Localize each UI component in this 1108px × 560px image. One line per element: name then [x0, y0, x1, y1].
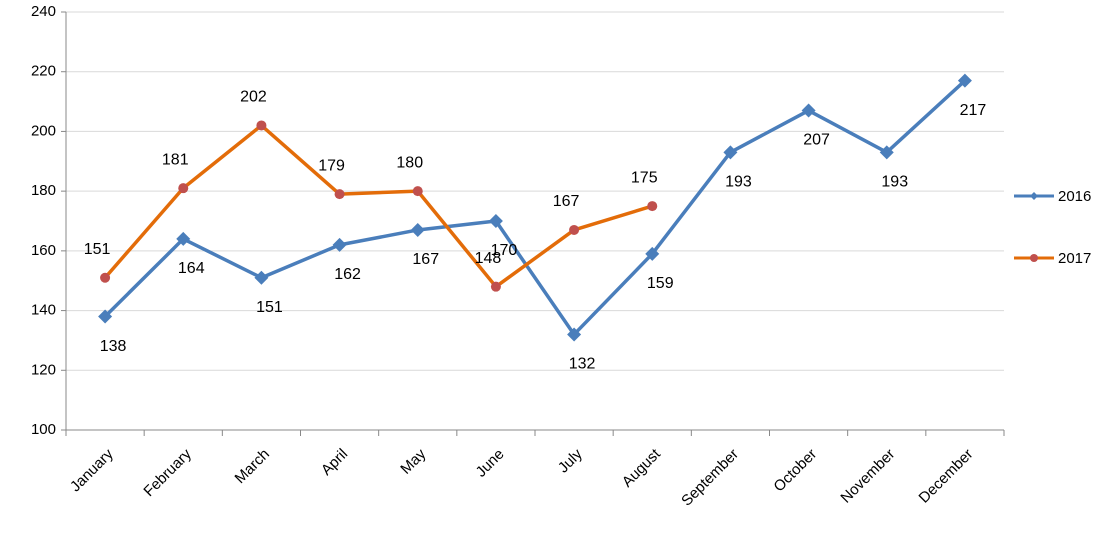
x-tick-label: May	[397, 445, 429, 477]
legend-label: 2016	[1058, 188, 1091, 205]
x-tick-label: April	[318, 446, 351, 479]
data-label: 151	[256, 299, 283, 316]
y-tick-label: 140	[31, 302, 56, 319]
data-label: 179	[318, 157, 345, 174]
x-tick-label: July	[555, 445, 586, 476]
marker	[567, 327, 582, 342]
data-label: 159	[647, 275, 674, 292]
x-tick-label: March	[232, 446, 273, 487]
marker	[254, 270, 269, 285]
marker	[801, 103, 816, 118]
x-tick-label: February	[140, 445, 195, 500]
data-label: 202	[240, 89, 267, 106]
marker	[332, 237, 347, 252]
marker	[412, 186, 423, 197]
x-tick-label: November	[837, 446, 898, 507]
data-label: 175	[631, 169, 658, 186]
y-tick-label: 220	[31, 63, 56, 80]
marker	[178, 183, 189, 194]
series-line	[103, 79, 967, 337]
marker	[723, 145, 738, 160]
x-tick-label: October	[770, 446, 820, 496]
legend-marker	[1030, 254, 1038, 262]
data-label: 138	[100, 338, 127, 355]
data-label: 151	[84, 241, 111, 258]
marker	[490, 281, 501, 292]
legend-marker	[1030, 192, 1038, 200]
x-tick-label: August	[619, 445, 665, 491]
x-tick-label: September	[678, 446, 742, 510]
marker	[256, 120, 267, 131]
marker	[957, 73, 972, 88]
x-tick-label: December	[916, 446, 977, 507]
series-line	[103, 123, 653, 289]
data-label: 180	[396, 154, 423, 171]
marker	[647, 201, 658, 212]
data-label: 167	[553, 193, 580, 210]
marker	[176, 231, 191, 246]
data-label: 148	[475, 250, 502, 267]
y-tick-label: 180	[31, 182, 56, 199]
data-label: 193	[725, 174, 752, 191]
marker	[645, 246, 660, 261]
data-label: 162	[334, 266, 361, 283]
data-label: 170	[491, 242, 518, 259]
data-label: 167	[412, 251, 439, 268]
data-label: 132	[569, 356, 596, 373]
data-label: 193	[881, 174, 908, 191]
data-label: 217	[960, 102, 987, 119]
data-label: 164	[178, 260, 205, 277]
marker	[879, 145, 894, 160]
marker	[569, 224, 580, 235]
data-label: 207	[803, 132, 830, 149]
x-tick-label: January	[67, 445, 117, 495]
y-tick-label: 120	[31, 361, 56, 378]
y-tick-label: 240	[31, 3, 56, 20]
marker	[488, 214, 503, 228]
marker	[100, 272, 111, 283]
x-tick-label: June	[473, 446, 508, 481]
marker	[410, 222, 425, 237]
y-tick-label: 100	[31, 421, 56, 438]
y-tick-label: 160	[31, 242, 56, 259]
legend-label: 2017	[1058, 250, 1091, 267]
marker	[334, 189, 345, 200]
data-label: 181	[162, 151, 189, 168]
marker	[98, 309, 113, 324]
y-tick-label: 200	[31, 122, 56, 139]
